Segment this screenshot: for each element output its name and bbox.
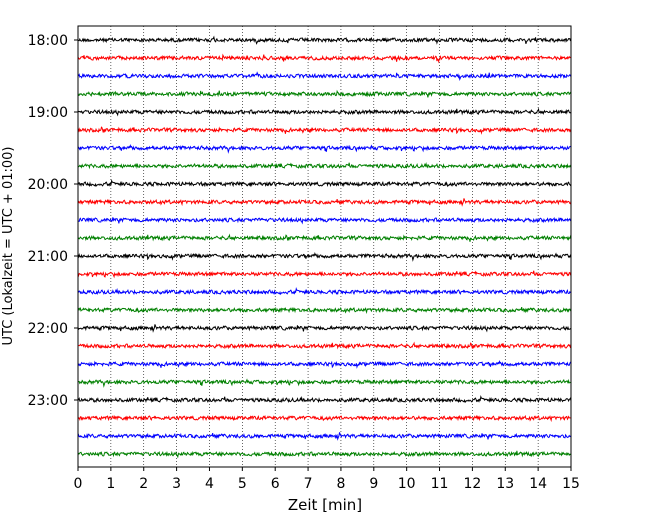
trace-line bbox=[77, 178, 572, 188]
plot-area bbox=[78, 26, 571, 467]
trace-line bbox=[77, 216, 572, 225]
trace-line bbox=[77, 161, 572, 170]
x-tick-label: 14 bbox=[529, 476, 547, 492]
trace-line bbox=[77, 414, 572, 423]
plot-frame bbox=[77, 25, 572, 468]
trace-line bbox=[77, 432, 572, 441]
trace-line bbox=[77, 270, 572, 279]
y-axis-ticks: 18:00 19:00 20:00 21:00 22:00 23:00 bbox=[28, 33, 78, 409]
trace-line bbox=[77, 450, 572, 459]
x-tick-label: 3 bbox=[172, 476, 181, 492]
trace-line bbox=[77, 53, 572, 64]
trace-line bbox=[77, 252, 572, 262]
y-tick-label: 18:00 bbox=[28, 33, 68, 49]
trace-line bbox=[77, 233, 572, 242]
x-tick-label: 13 bbox=[496, 476, 514, 492]
trace-line bbox=[77, 198, 572, 207]
trace-line bbox=[77, 360, 572, 369]
x-tick-label: 5 bbox=[238, 476, 247, 492]
x-axis-ticks: 0 1 2 3 4 5 6 7 8 9 10 11 12 13 14 15 bbox=[74, 467, 580, 492]
y-tick-label: 19:00 bbox=[28, 105, 68, 121]
x-tick-label: 10 bbox=[398, 476, 416, 492]
x-tick-label: 6 bbox=[271, 476, 280, 492]
x-tick-label: 7 bbox=[304, 476, 313, 492]
trace-line bbox=[77, 378, 572, 388]
trace-line bbox=[77, 341, 572, 350]
trace-line bbox=[77, 394, 572, 404]
trace-line bbox=[77, 324, 572, 333]
trace-line bbox=[77, 306, 572, 315]
x-tick-label: 2 bbox=[139, 476, 148, 492]
trace-line bbox=[77, 144, 572, 154]
trace-line bbox=[77, 35, 572, 45]
y-tick-label: 22:00 bbox=[28, 321, 68, 337]
x-tick-label: 15 bbox=[562, 476, 580, 492]
trace-line bbox=[77, 107, 572, 117]
x-axis-label: Zeit [min] bbox=[288, 496, 362, 514]
x-tick-label: 8 bbox=[336, 476, 345, 492]
trace-line bbox=[77, 286, 572, 296]
seismic-traces bbox=[77, 35, 572, 459]
y-tick-label: 21:00 bbox=[28, 249, 68, 265]
trace-line bbox=[77, 126, 572, 135]
trace-line bbox=[77, 71, 572, 82]
x-tick-label: 4 bbox=[205, 476, 214, 492]
y-tick-label: 20:00 bbox=[28, 177, 68, 193]
x-tick-label: 12 bbox=[463, 476, 481, 492]
x-tick-label: 11 bbox=[431, 476, 449, 492]
x-tick-label: 9 bbox=[369, 476, 378, 492]
x-tick-label: 0 bbox=[74, 476, 83, 492]
y-axis-label: UTC (Lokalzeit = UTC + 01:00) bbox=[1, 147, 16, 346]
x-tick-label: 1 bbox=[106, 476, 115, 492]
trace-line bbox=[77, 89, 572, 98]
y-tick-label: 23:00 bbox=[28, 393, 68, 409]
